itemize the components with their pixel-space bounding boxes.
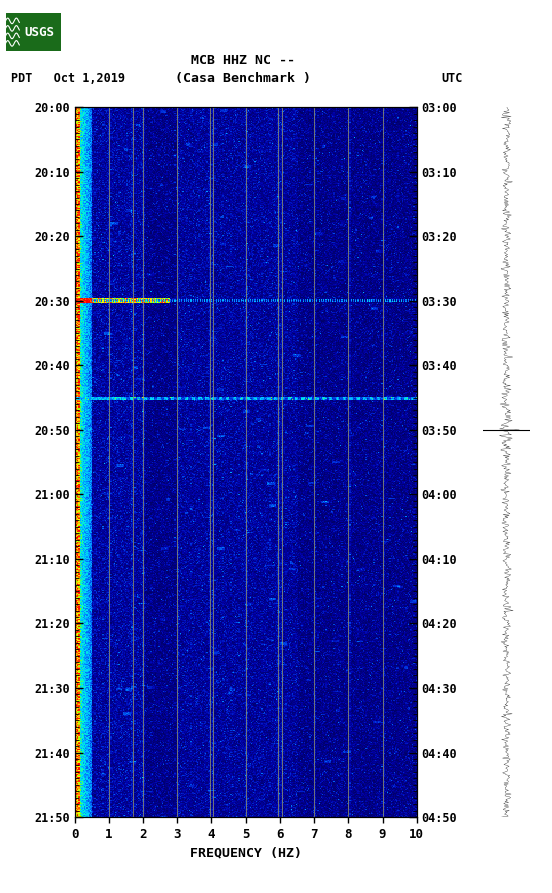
Text: (Casa Benchmark ): (Casa Benchmark ) — [175, 72, 311, 85]
Text: MCB HHZ NC --: MCB HHZ NC -- — [191, 54, 295, 67]
Text: UTC: UTC — [442, 72, 463, 85]
Text: USGS: USGS — [25, 26, 55, 38]
X-axis label: FREQUENCY (HZ): FREQUENCY (HZ) — [190, 846, 301, 859]
Text: PDT   Oct 1,2019: PDT Oct 1,2019 — [11, 72, 125, 85]
